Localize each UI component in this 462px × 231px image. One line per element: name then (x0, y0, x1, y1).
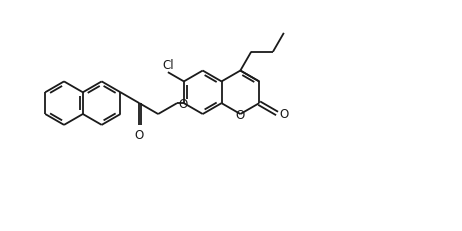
Text: O: O (236, 108, 245, 121)
Text: O: O (279, 107, 288, 120)
Text: O: O (178, 97, 187, 110)
Text: O: O (135, 128, 144, 141)
Text: Cl: Cl (162, 59, 174, 72)
